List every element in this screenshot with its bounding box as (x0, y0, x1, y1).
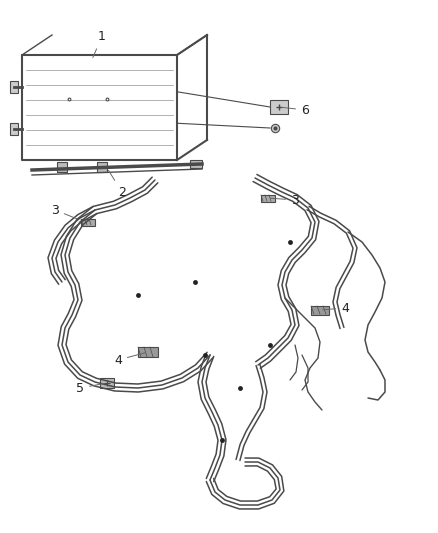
Text: 5: 5 (76, 382, 104, 394)
Bar (57, 162, 67, 172)
Bar (100, 378, 114, 388)
Text: 2: 2 (109, 171, 126, 198)
Bar (10, 81, 18, 93)
Bar (81, 219, 95, 226)
Bar (190, 160, 202, 168)
Bar (261, 195, 275, 202)
Text: 4: 4 (114, 353, 145, 367)
Bar (138, 347, 158, 357)
Text: 3: 3 (271, 193, 299, 206)
Bar (10, 123, 18, 135)
Text: 1: 1 (93, 30, 106, 58)
Bar (311, 306, 329, 315)
Bar (270, 100, 288, 114)
Text: 3: 3 (51, 204, 78, 219)
Bar (97, 162, 107, 172)
Text: 6: 6 (282, 103, 309, 117)
Text: 4: 4 (323, 302, 349, 314)
